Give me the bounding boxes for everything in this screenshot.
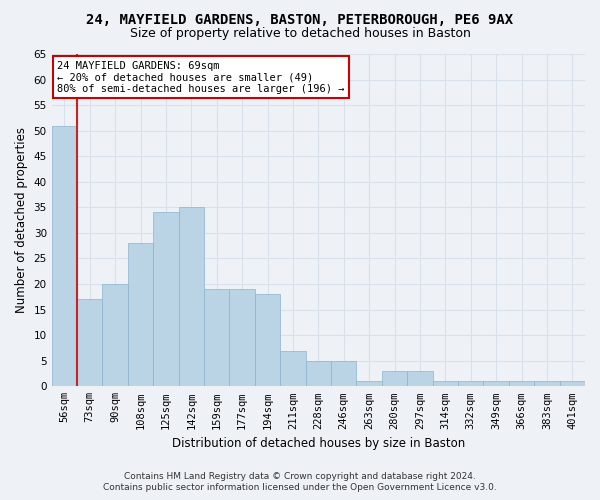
Text: 24 MAYFIELD GARDENS: 69sqm
← 20% of detached houses are smaller (49)
80% of semi: 24 MAYFIELD GARDENS: 69sqm ← 20% of deta… <box>57 60 344 94</box>
Bar <box>509 381 534 386</box>
Bar <box>458 381 484 386</box>
Bar <box>229 289 255 386</box>
Text: 24, MAYFIELD GARDENS, BASTON, PETERBOROUGH, PE6 9AX: 24, MAYFIELD GARDENS, BASTON, PETERBOROU… <box>86 12 514 26</box>
Bar <box>128 243 153 386</box>
Bar <box>77 300 103 386</box>
Bar <box>204 289 229 386</box>
Bar <box>280 350 305 386</box>
X-axis label: Distribution of detached houses by size in Baston: Distribution of detached houses by size … <box>172 437 465 450</box>
Bar <box>331 360 356 386</box>
Bar <box>52 126 77 386</box>
Bar <box>179 208 204 386</box>
Bar <box>356 381 382 386</box>
Bar <box>255 294 280 386</box>
Bar <box>407 371 433 386</box>
Bar <box>153 212 179 386</box>
Y-axis label: Number of detached properties: Number of detached properties <box>15 127 28 313</box>
Bar <box>534 381 560 386</box>
Bar <box>305 360 331 386</box>
Bar <box>433 381 458 386</box>
Bar <box>382 371 407 386</box>
Bar <box>484 381 509 386</box>
Text: Size of property relative to detached houses in Baston: Size of property relative to detached ho… <box>130 28 470 40</box>
Bar <box>103 284 128 386</box>
Text: Contains HM Land Registry data © Crown copyright and database right 2024.
Contai: Contains HM Land Registry data © Crown c… <box>103 472 497 492</box>
Bar <box>560 381 585 386</box>
